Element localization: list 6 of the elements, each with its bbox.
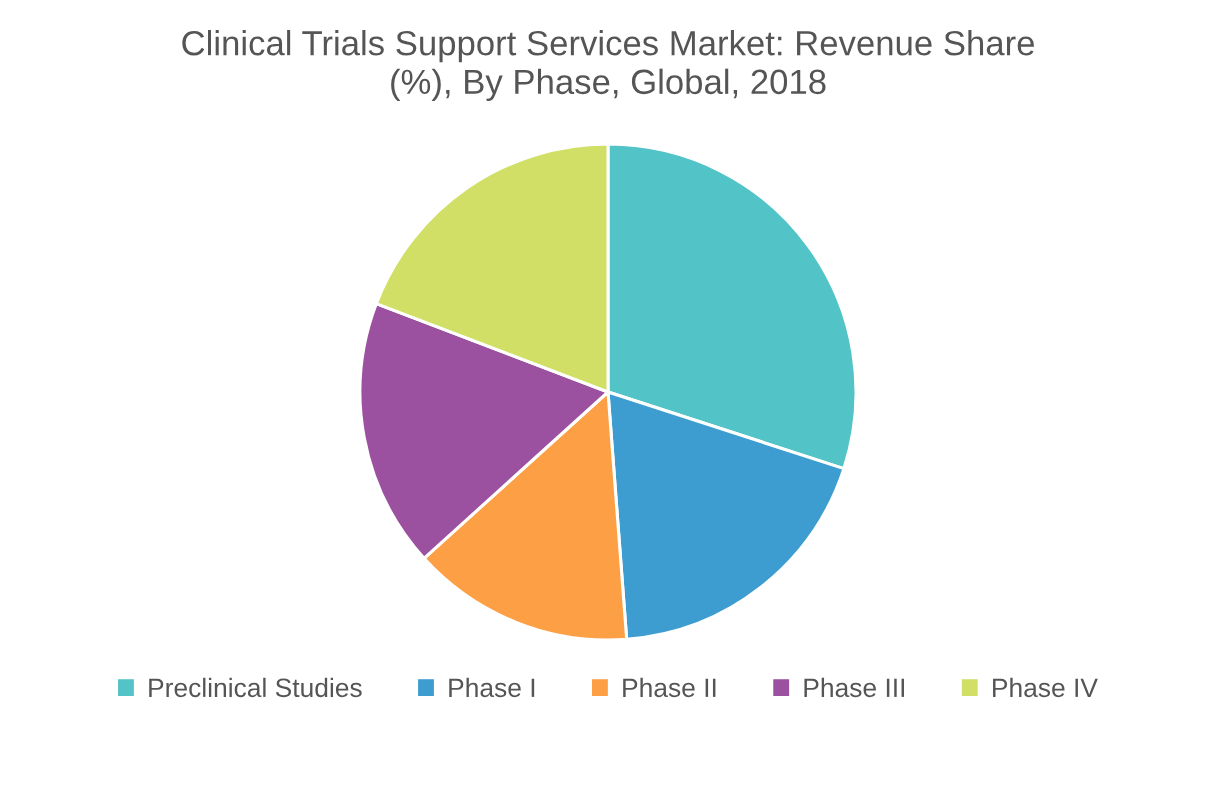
chart-title: Clinical Trials Support Services Market: Revenue Share (%), By Phase, Global, 2018 [182,30,1034,102]
legend-label: Phase II [623,677,716,698]
legend-label: Preclinical Studies [149,677,362,698]
legend-label: Phase IV [993,677,1098,698]
legend-label: Phase I [449,677,535,698]
legend-label: Phase III [804,677,905,698]
